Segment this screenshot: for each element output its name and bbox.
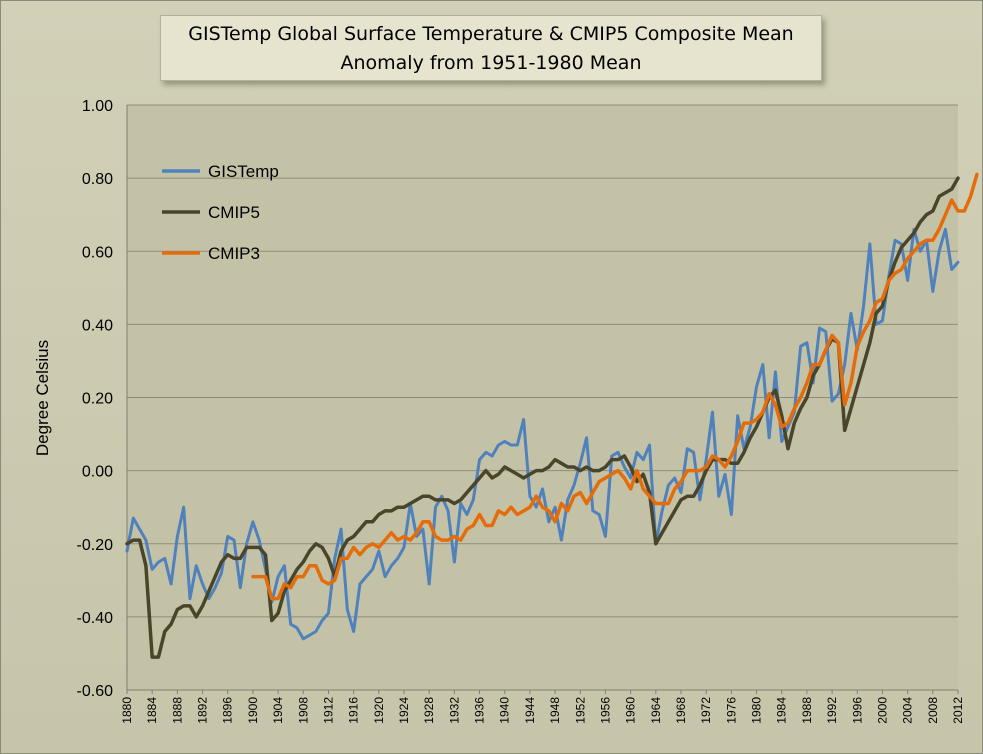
- x-tick-label: 1940: [498, 697, 512, 724]
- x-tick-label: 1968: [674, 697, 688, 724]
- x-tick-label: 1960: [624, 697, 638, 724]
- y-tick-label: 0.40: [82, 317, 113, 334]
- legend-label-cmip3: CMIP3: [208, 244, 260, 263]
- legend-label-gistemp: GISTemp: [208, 162, 279, 181]
- x-tick-label: 1936: [473, 697, 487, 724]
- x-tick-label: 2000: [875, 697, 889, 724]
- x-tick-label: 1896: [221, 697, 235, 724]
- x-tick-label: 1920: [372, 697, 386, 724]
- x-tick-label: 1956: [598, 697, 612, 724]
- x-tick-label: 1888: [170, 697, 184, 724]
- grid-lines: [127, 104, 958, 618]
- x-tick-label: 1892: [196, 697, 210, 724]
- x-tick-label: 1928: [422, 697, 436, 724]
- x-tick-label: 1904: [271, 697, 285, 724]
- y-tick-label: 1.00: [82, 98, 113, 115]
- y-tick-label: 0.60: [82, 244, 113, 261]
- x-tick-label: 1984: [775, 697, 789, 724]
- legend: GISTemp CMIP5 CMIP3: [162, 162, 279, 263]
- x-tick-label: 1944: [523, 697, 537, 724]
- x-tick-label: 1924: [397, 697, 411, 724]
- x-tick-label: 1952: [573, 697, 587, 724]
- y-tick-label: -0.20: [77, 537, 114, 554]
- y-tick-label: 0.00: [82, 464, 113, 481]
- x-tick-label: 1908: [296, 697, 310, 724]
- x-tick-label: 1976: [724, 697, 738, 724]
- series-lines: [125, 172, 979, 659]
- y-tick-label: 0.20: [82, 391, 113, 408]
- axes: [126, 105, 959, 694]
- chart-title: GISTemp Global Surface Temperature & CMI…: [188, 23, 794, 45]
- chart-title-box: GISTemp Global Surface Temperature & CMI…: [160, 15, 822, 81]
- x-tick-label: 1948: [548, 697, 562, 724]
- x-tick-label: 1900: [246, 697, 260, 724]
- x-tick-label: 2008: [926, 697, 940, 724]
- x-tick-label: 1972: [699, 697, 713, 724]
- x-tick-label: 2004: [901, 697, 915, 724]
- x-tick-label: 1992: [825, 697, 839, 724]
- x-tick-label: 2012: [951, 697, 965, 724]
- y-tick-label: -0.60: [77, 683, 114, 700]
- x-tick-label: 1988: [800, 697, 814, 724]
- y-tick-labels: 1.00 0.80 0.60 0.40 0.20 0.00 -0.20 -0.40 -0.60: [77, 98, 114, 700]
- x-tick-label: 1880: [120, 697, 134, 724]
- x-tick-label: 1884: [145, 697, 159, 724]
- chart-subtitle: Anomaly from 1951-1980 Mean: [340, 52, 642, 74]
- x-tick-label: 1916: [347, 697, 361, 724]
- x-tick-labels: 1880 1884 1888 1892 1896 1900 1904 1908 1912 1916…: [120, 697, 965, 724]
- x-tick-label: 1912: [321, 697, 335, 724]
- x-tick-label: 1964: [649, 697, 663, 724]
- y-tick-label: 0.80: [82, 171, 113, 188]
- series-line-cmip3: [251, 172, 979, 601]
- y-tick-label: -0.40: [77, 610, 114, 627]
- x-tick-label: 1980: [750, 697, 764, 724]
- x-tick-label: 1996: [850, 697, 864, 724]
- x-tick-label: 1932: [447, 697, 461, 724]
- legend-label-cmip5: CMIP5: [208, 203, 260, 222]
- y-axis-label: Degree Celsius: [33, 340, 52, 456]
